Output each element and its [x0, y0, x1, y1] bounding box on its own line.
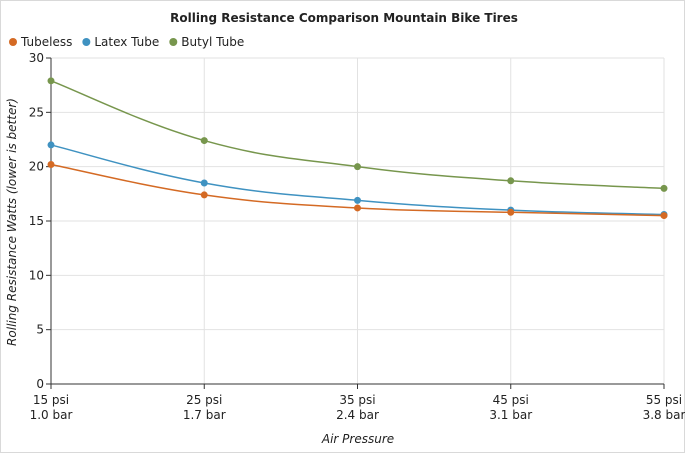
data-point-tubeless[interactable] [507, 208, 515, 216]
data-point-butyl-tube[interactable] [660, 184, 668, 192]
x-tick-label: 35 psi [339, 393, 375, 407]
data-point-latex-tube[interactable] [354, 196, 361, 204]
x-tick-label: 25 psi [186, 393, 222, 407]
y-tick-label: 25 [29, 105, 44, 119]
y-tick-label: 15 [29, 214, 44, 228]
legend-item-butyl-tube[interactable]: Butyl Tube [169, 35, 244, 49]
y-tick-label: 5 [36, 323, 44, 337]
x-tick-label-secondary: 1.0 bar [30, 408, 73, 422]
legend: Tubeless Latex Tube Butyl Tube [9, 35, 244, 49]
legend-label: Latex Tube [94, 35, 159, 49]
legend-item-tubeless[interactable]: Tubeless [9, 35, 72, 49]
x-tick-label-secondary: 3.8 bar [643, 408, 685, 422]
series-tubeless [47, 160, 668, 220]
x-tick-label: 15 psi [33, 393, 69, 407]
legend-label: Butyl Tube [181, 35, 244, 49]
x-tick-label-secondary: 2.4 bar [336, 408, 379, 422]
data-point-butyl-tube[interactable] [354, 163, 361, 171]
legend-marker [169, 38, 178, 46]
data-point-butyl-tube[interactable] [47, 77, 55, 85]
legend-marker [9, 38, 17, 46]
y-tick-label: 30 [29, 51, 44, 65]
x-tick-label-secondary: 3.1 bar [489, 408, 532, 422]
chart-title: Rolling Resistance Comparison Mountain B… [170, 11, 518, 25]
data-point-latex-tube[interactable] [47, 141, 55, 149]
series-butyl-tube [47, 77, 668, 192]
series-group [47, 77, 668, 220]
y-axis-ticks: 0 5 10 15 20 25 30 [29, 51, 51, 391]
legend-item-latex-tube[interactable]: Latex Tube [82, 35, 159, 49]
x-tick-label-secondary: 1.7 bar [183, 408, 226, 422]
data-point-tubeless[interactable] [47, 160, 55, 168]
legend-label: Tubeless [20, 35, 72, 49]
y-tick-label: 0 [36, 377, 44, 391]
grid [51, 57, 665, 384]
x-axis-title: Air Pressure [321, 432, 394, 446]
y-axis-title: Rolling Resistance Watts (lower is bette… [5, 98, 19, 346]
data-point-butyl-tube[interactable] [200, 137, 208, 145]
data-point-latex-tube[interactable] [200, 179, 208, 187]
data-point-butyl-tube[interactable] [507, 177, 515, 185]
y-tick-label: 10 [29, 268, 44, 282]
x-tick-label: 45 psi [493, 393, 529, 407]
y-tick-label: 20 [29, 160, 44, 174]
data-point-tubeless[interactable] [200, 191, 208, 199]
data-point-tubeless[interactable] [660, 212, 668, 220]
x-tick-label: 55 psi [646, 393, 682, 407]
legend-marker [82, 38, 91, 46]
data-point-tubeless[interactable] [354, 204, 361, 212]
